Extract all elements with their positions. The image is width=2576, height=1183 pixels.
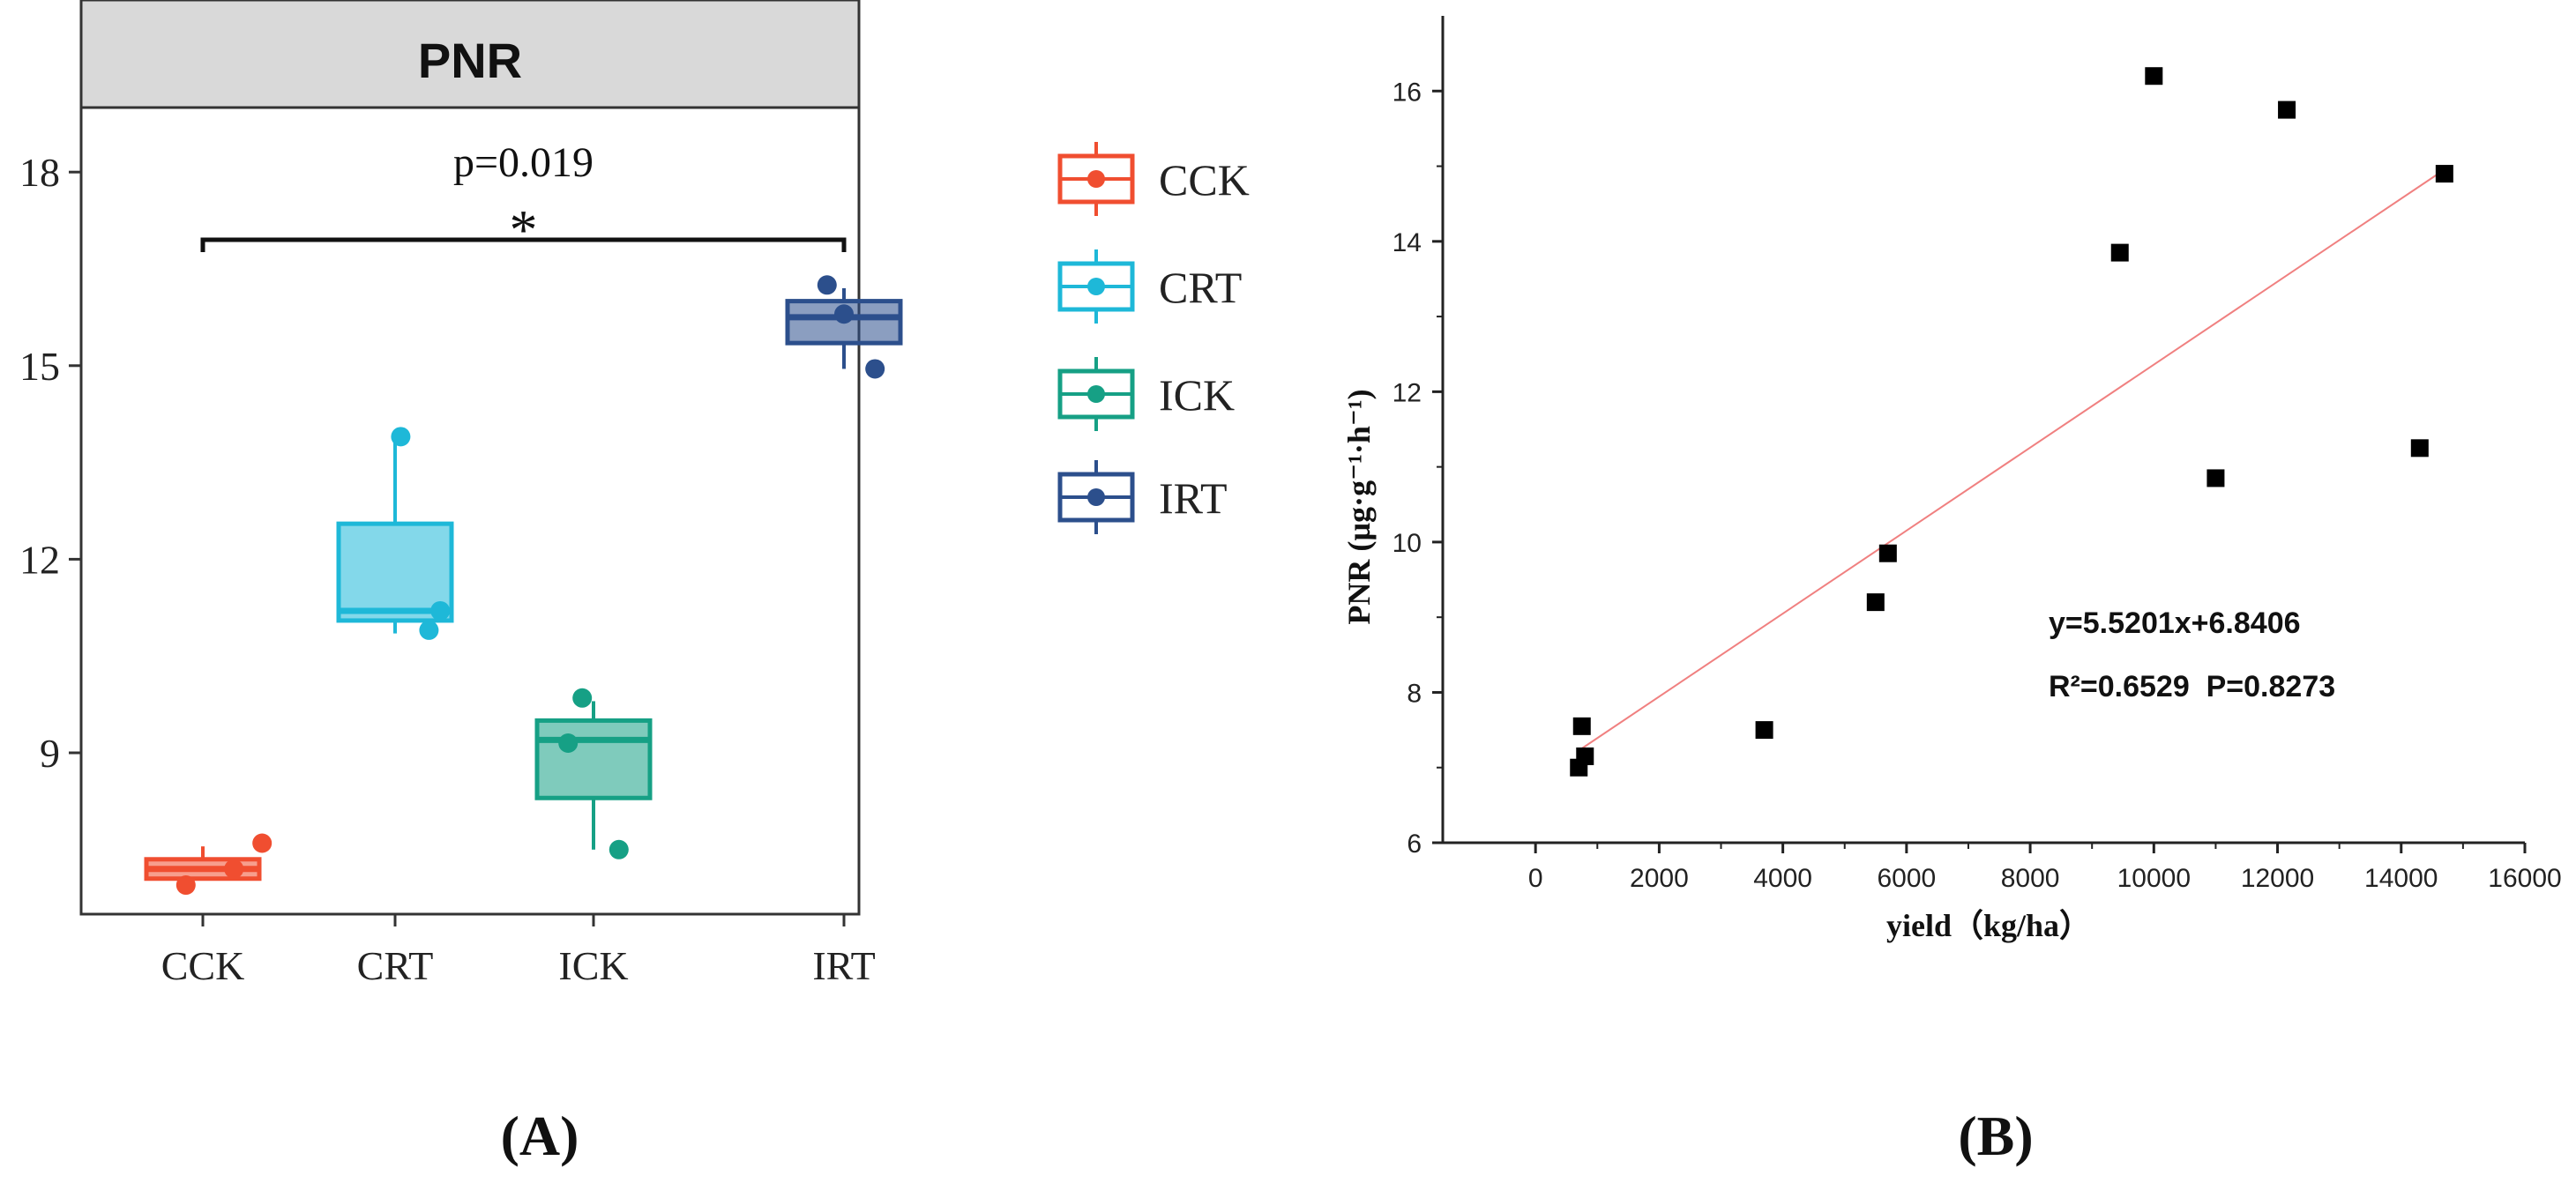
data-point (865, 359, 885, 379)
scatter-point (1755, 721, 1773, 740)
box-plot-panel: PNR 9 12 15 18 CCK CRT ICK IRT p=0.019 * CCK CR… (19, 0, 1250, 1167)
legend-label: ICK (1159, 370, 1235, 420)
data-point (224, 859, 244, 879)
scatter-point (2278, 100, 2296, 119)
legend-point (1087, 170, 1105, 188)
scatter-point (2410, 439, 2429, 458)
x-axis: CCK CRT ICK IRT (161, 914, 876, 988)
scatter-panel: 0 2000 4000 6000 8000 10000 12000 14000 16000 6 8 1… (1341, 16, 2562, 1167)
y-tick-label: 12 (19, 537, 60, 582)
plot-area (79, 106, 861, 916)
scatter-point (1866, 593, 1885, 612)
y-axis: 9 12 15 18 (19, 150, 81, 776)
scatter-point (2206, 469, 2225, 487)
x-tick-label: CRT (357, 943, 434, 988)
x-tick-label: 6000 (1877, 864, 1936, 893)
y-tick-label: 6 (1407, 830, 1422, 859)
panel-a-label: (A) (501, 1105, 579, 1167)
scatter-point (2435, 165, 2453, 183)
legend-label: IRT (1159, 473, 1228, 523)
x-tick-label: 12000 (2241, 864, 2314, 893)
y-tick-label: 16 (1393, 78, 1422, 107)
y-tick-label: 14 (1393, 228, 1422, 257)
y-tick-label: 15 (19, 344, 60, 389)
y-tick-label: 9 (40, 731, 60, 776)
scatter-point (1878, 544, 1897, 562)
legend: CCK CRT ICK IRT (1057, 142, 1250, 534)
data-point (430, 600, 451, 621)
box-ick (534, 718, 653, 800)
data-point (817, 275, 837, 295)
bracket-line (200, 237, 847, 252)
scatter-point (2145, 67, 2163, 86)
legend-point (1087, 278, 1105, 295)
data-point (175, 875, 196, 896)
x-tick-label: 4000 (1753, 864, 1812, 893)
boxes (144, 275, 903, 896)
fit-line (1578, 168, 2445, 752)
panel-b-label: (B) (1958, 1105, 2033, 1167)
x-tick-label: 10000 (2117, 864, 2191, 893)
y-tick-label: 10 (1393, 529, 1422, 558)
x-tick-label: CCK (161, 943, 245, 988)
x-tick-label: IRT (812, 943, 875, 988)
y-tick-label: 18 (19, 150, 60, 195)
data-point (558, 733, 579, 754)
scatter-point (2110, 243, 2129, 262)
fit-stats: R²=0.6529 P=0.8273 (2049, 670, 2335, 703)
x-tick-label: 0 (1528, 864, 1543, 893)
x-tick-label: ICK (558, 943, 628, 988)
scatter-point (1572, 717, 1591, 735)
box-crt (336, 521, 454, 623)
x-tick-label: 14000 (2364, 864, 2438, 893)
legend-point (1087, 488, 1105, 506)
data-point (609, 839, 629, 859)
axes: 0 2000 4000 6000 8000 10000 12000 14000 16000 6 8 1… (1393, 16, 2562, 893)
fit-equation: y=5.5201x+6.8406 (2049, 606, 2301, 640)
x-tick-label: 16000 (2488, 864, 2561, 893)
panel-a-title: PNR (418, 33, 522, 88)
data-point (252, 833, 273, 853)
legend-point (1087, 385, 1105, 403)
x-axis-label: yield（kg/ha） (1886, 908, 2091, 943)
data-point (419, 620, 439, 640)
data-point (391, 427, 411, 447)
p-value-label: p=0.019 (453, 139, 594, 186)
significance-bracket: p=0.019 * (200, 139, 847, 261)
x-tick-label: 2000 (1630, 864, 1689, 893)
points (1570, 67, 2453, 777)
y-tick-label: 8 (1407, 679, 1422, 708)
legend-label: CRT (1159, 263, 1242, 312)
scatter-point (1576, 747, 1594, 765)
y-tick-label: 12 (1393, 378, 1422, 407)
x-tick-label: 8000 (2001, 864, 2060, 893)
strip-header (79, 0, 861, 109)
data-point (834, 304, 854, 324)
y-axis-label: PNR (µg·g⁻¹·h⁻¹) (1341, 389, 1377, 624)
significance-star: * (510, 198, 538, 261)
legend-label: CCK (1159, 155, 1250, 205)
data-point (572, 688, 593, 708)
